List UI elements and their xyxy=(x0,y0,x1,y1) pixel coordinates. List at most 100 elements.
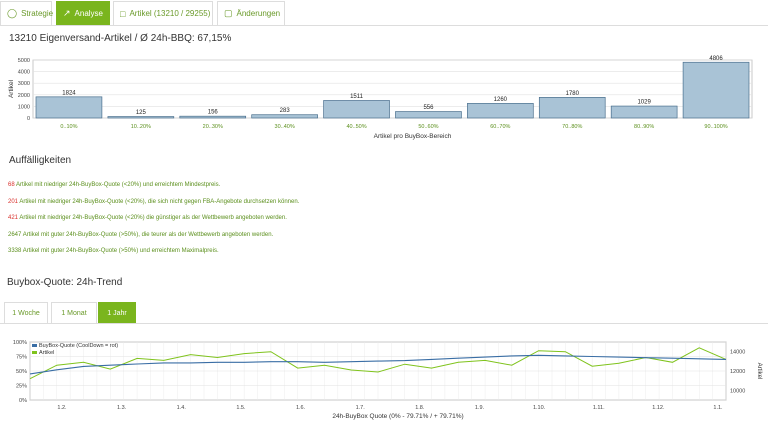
item-count[interactable]: 68 xyxy=(8,182,15,188)
item-text: Artikel mit niedriger 24h-BuyBox-Quote (… xyxy=(14,182,221,188)
x-tick-label: 1.6. xyxy=(296,405,306,411)
list-item[interactable]: 201 Artikel mit niedriger 24h-BuyBox-Quo… xyxy=(8,199,299,205)
x-axis-label: 24h-BuyBox Quote (0% - 79.71% / + 79.71%… xyxy=(332,413,463,420)
bar-value-label: 1780 xyxy=(566,91,580,97)
x-tick-label: 0..10% xyxy=(60,124,77,130)
x-tick-label: 90..100% xyxy=(704,124,727,130)
series-artikel-line xyxy=(29,347,727,380)
bar-value-label: 283 xyxy=(280,108,291,114)
y-left-tick-label: 0% xyxy=(19,398,27,404)
x-tick-label: 1.2. xyxy=(57,405,67,411)
y-right-tick-label: 14000 xyxy=(730,350,745,356)
chart-icon: ↗ xyxy=(63,8,71,18)
buybox-trend-chart: 0% 25% 50% 75% 100% 10000 12000 14000 Artikel 1.2… xyxy=(13,340,762,420)
tab-1-woche[interactable]: 1 Woche xyxy=(4,302,48,324)
x-tick-label: 1.10. xyxy=(533,405,546,411)
item-text: Artikel mit niedriger 24h-BuyBox-Quote (… xyxy=(18,199,300,205)
top-navigation: ◯ Strategie ↗ Analyse □ Artikel (13210 /… xyxy=(0,0,768,26)
nav-divider xyxy=(0,25,768,26)
tab-label: Analyse xyxy=(74,9,104,18)
x-tick-label: 20..30% xyxy=(203,124,223,130)
legend-swatch xyxy=(32,344,37,347)
section-heading-trend: Buybox-Quote: 24h-Trend xyxy=(7,277,123,288)
item-count[interactable]: 201 xyxy=(8,199,19,205)
bar-value-label: 1824 xyxy=(62,90,76,96)
lightbulb-icon: ◯ xyxy=(7,8,18,18)
x-tick-label: 1.8. xyxy=(415,405,425,411)
list-item[interactable]: 3338 Artikel mit guter 24h-BuyBox-Quote … xyxy=(8,248,219,254)
x-axis-label: Artikel pro BuyBox-Bereich xyxy=(374,133,452,140)
legend-swatch xyxy=(32,351,37,354)
x-tick-label: 40..50% xyxy=(346,124,366,130)
y-left-tick-label: 75% xyxy=(16,355,27,361)
tab-1-jahr[interactable]: 1 Jahr xyxy=(98,302,136,324)
x-tick-label: 1.3. xyxy=(117,405,127,411)
buybox-distribution-chart: 0 1000 2000 3000 4000 5000 Artikel 1824 0..10% 12… xyxy=(8,56,753,140)
x-tick-label: 60..70% xyxy=(490,124,510,130)
x-tick-label: 70..80% xyxy=(562,124,582,130)
tab-aenderungen[interactable]: ▢ Änderungen xyxy=(217,1,285,25)
y-left-tick-label: 100% xyxy=(13,340,27,346)
item-count[interactable]: 2647 xyxy=(8,232,22,238)
y-axis-label: Artikel xyxy=(8,79,15,98)
list-item[interactable]: 68 Artikel mit niedriger 24h-BuyBox-Quot… xyxy=(8,182,220,188)
y-tick-label: 1000 xyxy=(18,104,30,110)
x-tick-label: 30..40% xyxy=(275,124,295,130)
bar-value-label: 4806 xyxy=(709,56,723,62)
bar-value-label: 556 xyxy=(423,105,434,111)
tab-label: Artikel (13210 / 29255) xyxy=(129,9,211,18)
y-right-tick-label: 12000 xyxy=(730,369,745,375)
y-tick-label: 4000 xyxy=(18,70,30,76)
tab-artikel[interactable]: □ Artikel (13210 / 29255) xyxy=(113,1,213,25)
item-count[interactable]: 3338 xyxy=(8,248,22,254)
x-tick-label: 10..20% xyxy=(131,124,151,130)
tab-1-monat[interactable]: 1 Monat xyxy=(51,302,97,324)
y-tick-label: 5000 xyxy=(18,58,30,64)
bar xyxy=(35,96,103,119)
tab-strategie[interactable]: ◯ Strategie xyxy=(0,1,54,25)
y-right-tick-label: 10000 xyxy=(730,388,745,394)
bar-value-label: 1029 xyxy=(637,100,651,106)
y-right-axis-label: Artikel xyxy=(756,363,762,380)
bar-value-label: 156 xyxy=(208,110,219,116)
bar xyxy=(610,105,678,119)
tab-label: Änderungen xyxy=(236,9,281,18)
item-text: Artikel mit niedriger 24h-BuyBox-Quote (… xyxy=(18,215,287,221)
y-tick-label: 0 xyxy=(27,116,30,122)
legend: BuyBox-Quote (CoolDown = rot)Artikel xyxy=(32,343,118,356)
bar xyxy=(682,61,750,119)
x-tick-label: 1.12. xyxy=(652,405,665,411)
edit-icon: ▢ xyxy=(224,8,233,18)
bar xyxy=(395,111,462,119)
list-item[interactable]: 421 Artikel mit niedriger 24h-BuyBox-Quo… xyxy=(8,215,287,221)
legend-label: Artikel xyxy=(39,350,54,356)
x-tick-label: 1.11. xyxy=(593,405,605,411)
y-tick-label: 3000 xyxy=(18,81,30,87)
x-tick-label: 1.4. xyxy=(177,405,187,411)
page-title: 13210 Eigenversand-Artikel / Ø 24h-BBQ: … xyxy=(9,33,232,44)
y-tick-label: 2000 xyxy=(18,93,30,99)
item-text: Artikel mit guter 24h-BuyBox-Quote (>50%… xyxy=(21,248,219,254)
legend-label: BuyBox-Quote (CoolDown = rot) xyxy=(39,343,118,349)
x-tick-label: 50..60% xyxy=(418,124,438,130)
series-quote-line xyxy=(29,354,727,375)
x-tick-label: 80..90% xyxy=(634,124,654,130)
bar xyxy=(323,100,390,119)
item-count[interactable]: 421 xyxy=(8,215,19,221)
trend-tabs-divider xyxy=(0,323,768,324)
bar xyxy=(467,103,534,119)
bar xyxy=(179,115,247,119)
list-item[interactable]: 2647 Artikel mit guter 24h-BuyBox-Quote … xyxy=(8,232,273,238)
bar xyxy=(538,97,606,119)
bar xyxy=(107,116,175,119)
section-heading-auffaelligkeiten: Auffälligkeiten xyxy=(9,155,72,166)
x-tick-label: 1.7. xyxy=(356,405,366,411)
x-tick-label: 1.1. xyxy=(713,405,723,411)
y-left-tick-label: 25% xyxy=(16,384,27,390)
bar-value-label: 1260 xyxy=(494,97,508,103)
bar-value-label: 125 xyxy=(136,110,147,116)
bar-value-label: 1511 xyxy=(350,94,364,100)
x-tick-label: 1.5. xyxy=(236,405,246,411)
tab-analyse[interactable]: ↗ Analyse xyxy=(56,1,110,25)
tab-label: Strategie xyxy=(21,9,54,18)
